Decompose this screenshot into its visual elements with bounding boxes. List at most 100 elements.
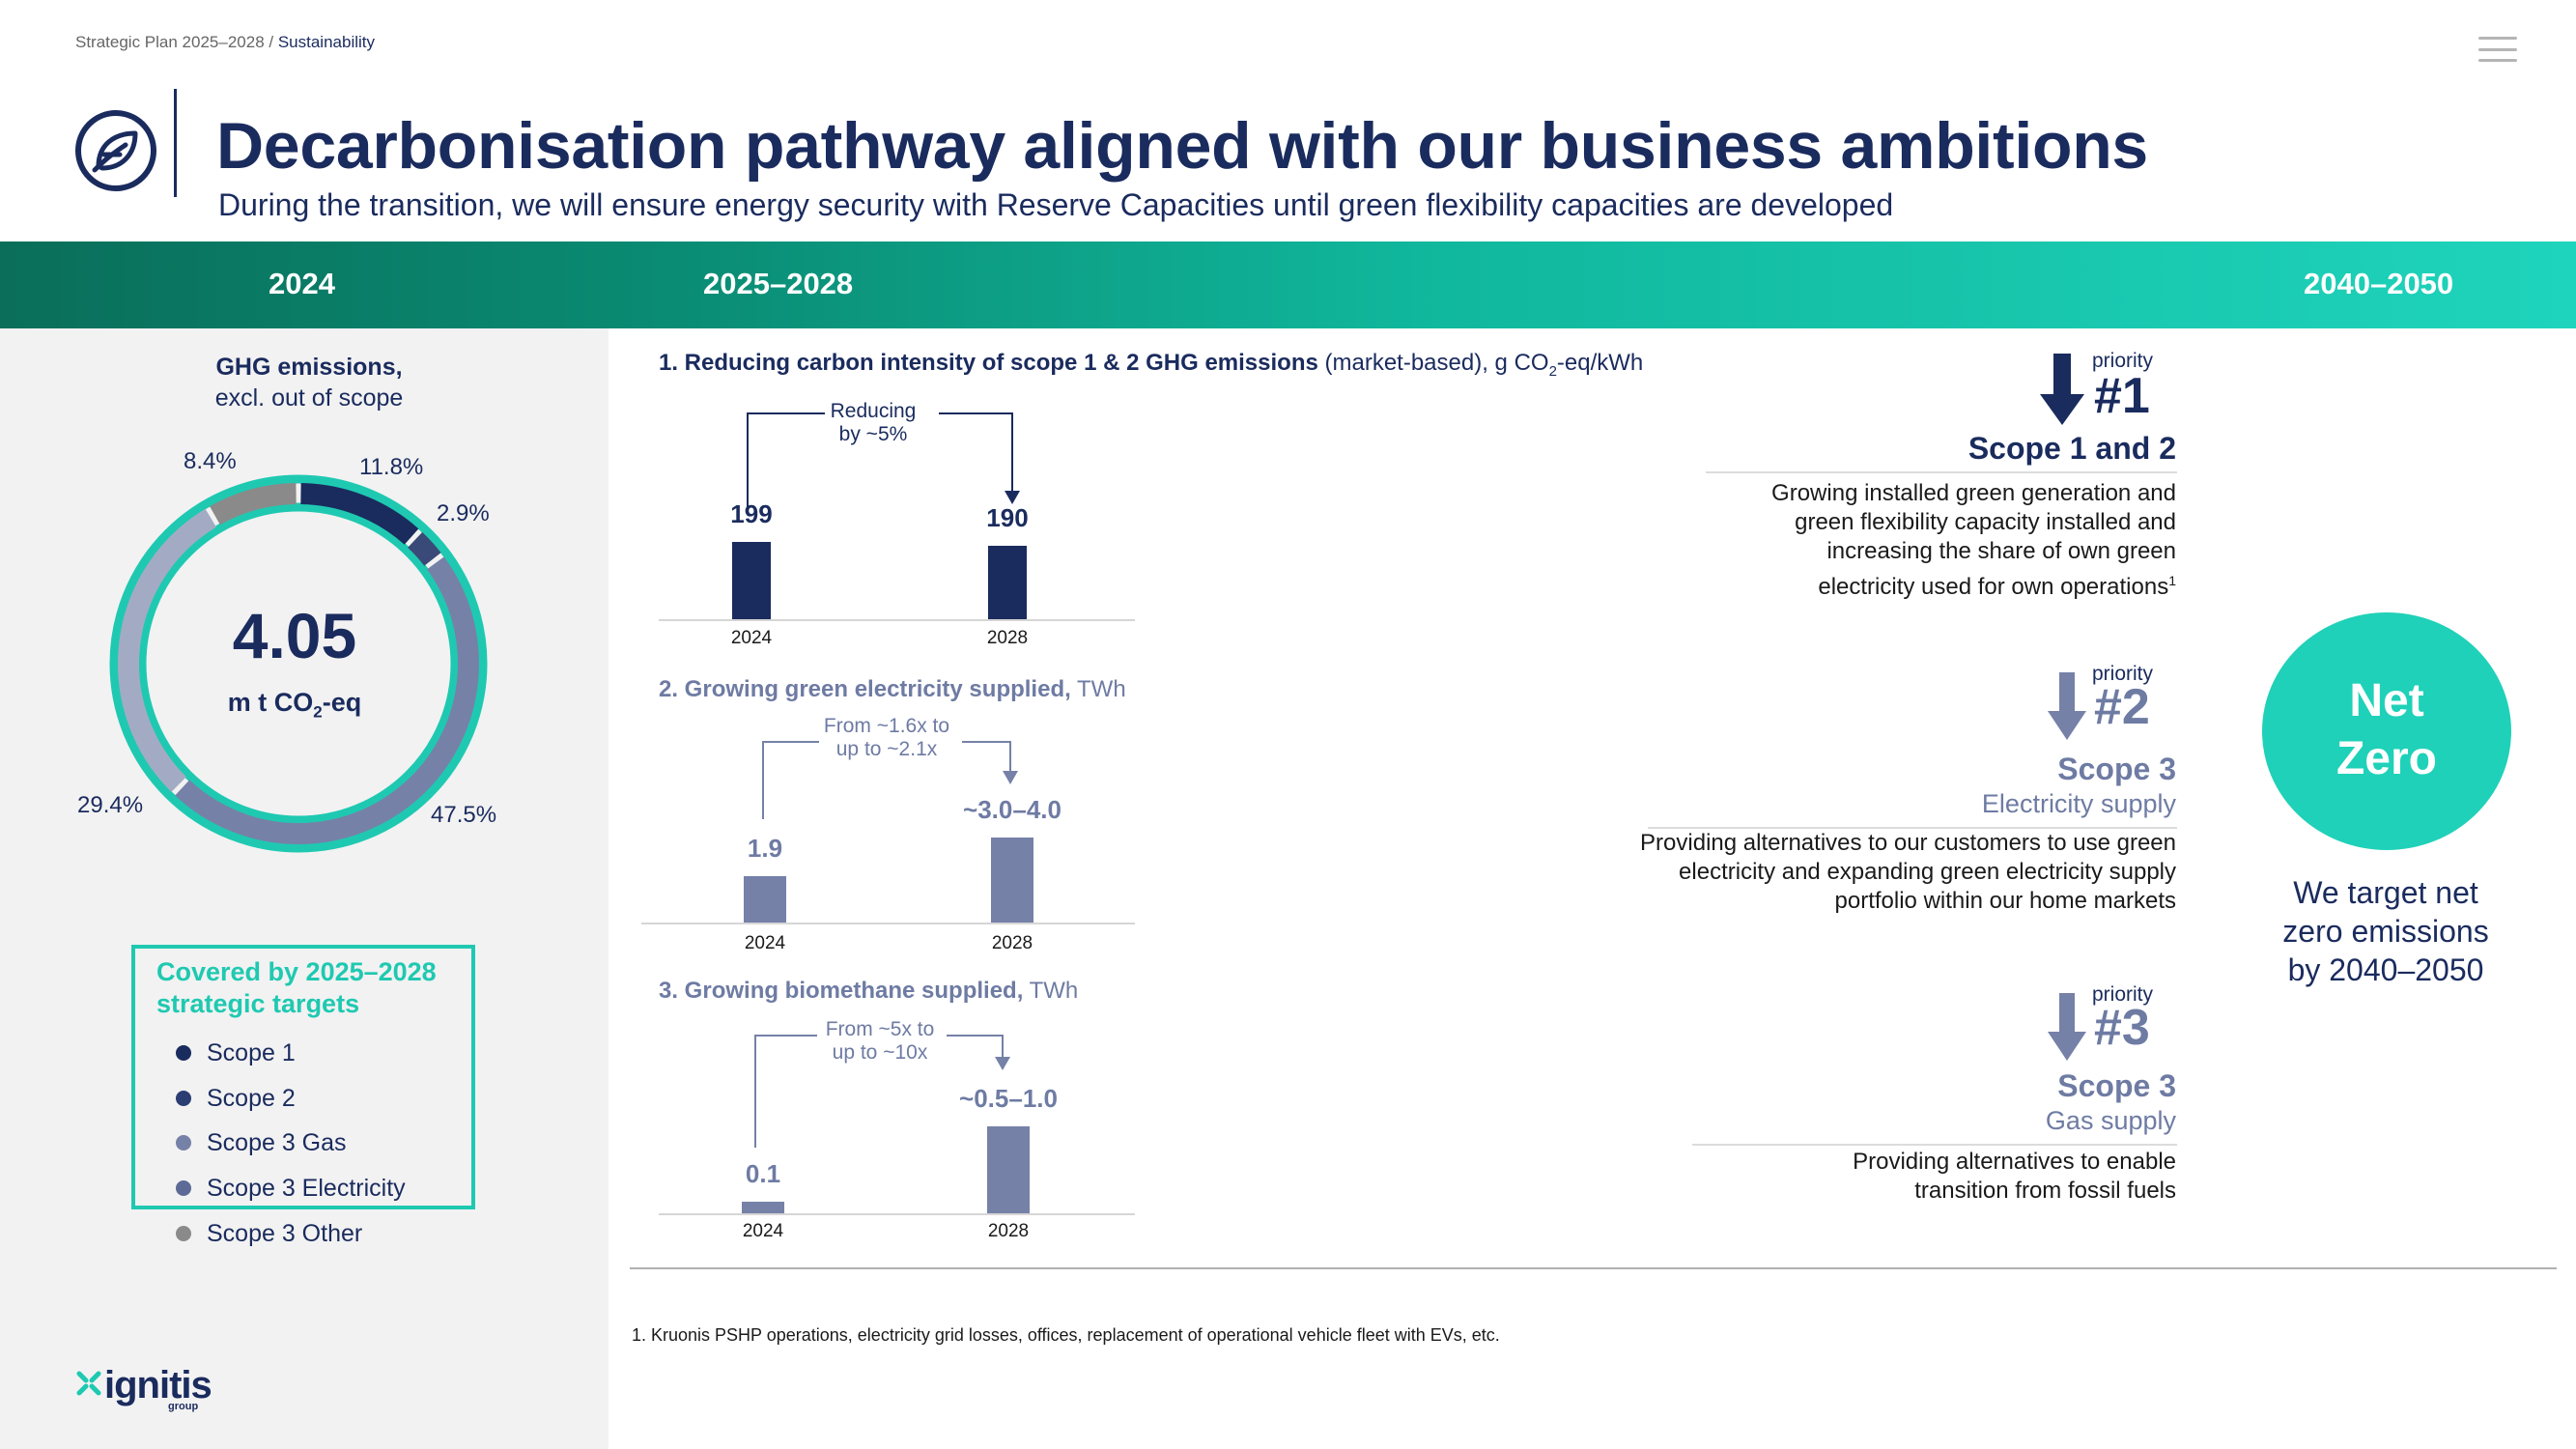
section1-arrow: [747, 412, 1020, 510]
priority3-arrow-icon: [2048, 993, 2086, 1061]
priority2-scope: Scope 3: [2057, 752, 2176, 786]
section2-value-2028: ~3.0–4.0: [963, 795, 1062, 824]
legend-item-scope3-other: Scope 3 Other: [176, 1219, 362, 1248]
legend-item-scope1: Scope 1: [176, 1038, 296, 1067]
section1-value-2028: 190: [986, 503, 1029, 532]
priority2-number: #2: [2094, 679, 2150, 735]
pct-scope2: 2.9%: [437, 500, 490, 526]
timeline-2025-2028: 2025–2028: [703, 267, 854, 300]
donut-slice-scope-3-gas: [118, 508, 216, 792]
section1-bar-2024: [732, 542, 771, 619]
timeline-2024: 2024: [269, 267, 335, 300]
section1-bar-2028: [988, 546, 1027, 619]
priority2-description: Providing alternatives to our customers …: [1640, 830, 2176, 914]
ghg-total-value: 4.05: [232, 600, 357, 671]
priority2-divider: [1648, 827, 2177, 829]
covered-title: Covered by 2025–2028 strategic targets: [156, 957, 437, 1018]
priority3-description: Providing alternatives to enable transiti…: [1853, 1149, 2176, 1204]
brand-logo-sub: group: [168, 1401, 199, 1412]
priority1-label: priority: [2092, 350, 2154, 372]
section3-bar-2028: [987, 1126, 1030, 1213]
ghg-total-unit: m t CO2-eq: [227, 688, 362, 722]
priority1-description: Growing installed green generation and gr…: [1771, 480, 2176, 600]
section2-bar-2024: [744, 876, 786, 923]
pct-scope3-electricity: 47.5%: [431, 802, 497, 828]
net-zero-text: We target net zero emissions by 2040–2050: [2282, 875, 2489, 987]
pct-scope3-gas: 29.4%: [77, 792, 144, 818]
ghg-title-sub: excl. out of scope: [214, 384, 404, 412]
legend-dot: [176, 1180, 191, 1196]
breadcrumb-path: Strategic Plan 2025–2028 /: [75, 33, 278, 51]
net-zero-badge: Net Zero: [2262, 612, 2511, 850]
donut-slice-scope-3-electricity: [175, 556, 479, 844]
donut-slice-scope-1: [300, 483, 419, 545]
priority3-scope: Scope 3: [2057, 1068, 2176, 1103]
footer-divider: [630, 1267, 2557, 1269]
page-subtitle: During the transition, we will ensure en…: [218, 187, 1894, 222]
priority3-number: #3: [2094, 1000, 2150, 1056]
left-panel: [0, 328, 609, 1449]
ghg-donut-chart: [109, 474, 488, 853]
priority1-scope: Scope 1 and 2: [1967, 431, 2176, 466]
section3-arrow: [754, 1035, 1010, 1148]
section2-arrow: [762, 741, 1018, 819]
legend-item-scope2: Scope 2: [176, 1084, 296, 1113]
timeline-2040-2050: 2040–2050: [2304, 267, 2454, 300]
legend-item-scope3-gas: Scope 3 Gas: [176, 1128, 347, 1157]
section1-title: 1. Reducing carbon intensity of scope 1 …: [659, 350, 1644, 380]
section3-annotation: From ~5x to up to ~10x: [825, 1018, 935, 1064]
donut-outer-ring: [109, 474, 488, 853]
section1-value-2024: 199: [730, 499, 773, 528]
breadcrumb-current[interactable]: Sustainability: [277, 33, 375, 51]
section1-xlabel-2028: 2028: [986, 628, 1029, 648]
donut-inner-ring: [137, 502, 460, 825]
priority3-subtitle: Gas supply: [2045, 1106, 2176, 1135]
section3-bar-2024: [742, 1202, 784, 1213]
section2-xlabel-2024: 2024: [744, 933, 786, 953]
leaf-icon: [75, 110, 156, 191]
legend-dot: [176, 1226, 191, 1241]
priority1-arrow-icon: [2040, 354, 2084, 425]
brand-mark-icon: [75, 1370, 102, 1402]
covered-box: [131, 945, 475, 1209]
brand-logo: ignitis: [104, 1364, 212, 1406]
priority1-number: #1: [2094, 368, 2150, 424]
section3-xlabel-2024: 2024: [742, 1221, 784, 1241]
timeline-band: [0, 242, 2576, 328]
section1-annotation: Reducing by ~5%: [830, 400, 917, 445]
section3-axis: [659, 1213, 1135, 1215]
priority2-subtitle: Electricity supply: [1981, 789, 2176, 818]
title-divider: [174, 89, 177, 197]
footnote: 1. Kruonis PSHP operations, electricity …: [632, 1325, 1500, 1345]
section1-xlabel-2024: 2024: [730, 628, 773, 648]
section2-title: 2. Growing green electricity supplied, T…: [659, 676, 1126, 702]
legend-dot: [176, 1091, 191, 1106]
section2-xlabel-2028: 2028: [991, 933, 1033, 953]
priority3-divider: [1692, 1144, 2177, 1146]
section2-value-2024: 1.9: [747, 834, 783, 863]
priority1-divider: [1706, 471, 2177, 473]
pct-scope3-other: 8.4%: [184, 448, 237, 474]
pct-scope1: 11.8%: [359, 454, 424, 480]
page-title: Decarbonisation pathway aligned with our…: [216, 109, 2148, 183]
legend-item-scope3-electricity: Scope 3 Electricity: [176, 1174, 406, 1203]
section2-bar-2028: [991, 838, 1033, 923]
breadcrumb: Strategic Plan 2025–2028 / Sustainabilit…: [75, 33, 375, 52]
section3-xlabel-2028: 2028: [987, 1221, 1030, 1241]
legend-dot: [176, 1045, 191, 1061]
section2-axis: [641, 923, 1135, 924]
priority2-arrow-icon: [2048, 672, 2086, 740]
hamburger-menu-icon[interactable]: [2478, 37, 2517, 62]
section2-annotation: From ~1.6x to up to ~2.1x: [823, 715, 950, 760]
section3-value-2024: 0.1: [745, 1159, 781, 1188]
donut-slice-scope-3-other: [210, 483, 297, 526]
donut-slice-scope-2: [407, 531, 441, 566]
ghg-title-main: GHG emissions,: [215, 354, 403, 381]
priority3-label: priority: [2092, 983, 2154, 1006]
section3-title: 3. Growing biomethane supplied, TWh: [659, 978, 1079, 1004]
section1-axis: [659, 619, 1135, 621]
section3-value-2028: ~0.5–1.0: [959, 1084, 1058, 1113]
legend-dot: [176, 1135, 191, 1151]
ghg-title: GHG emissions, excl. out of scope: [0, 352, 618, 413]
priority2-label: priority: [2092, 663, 2154, 685]
